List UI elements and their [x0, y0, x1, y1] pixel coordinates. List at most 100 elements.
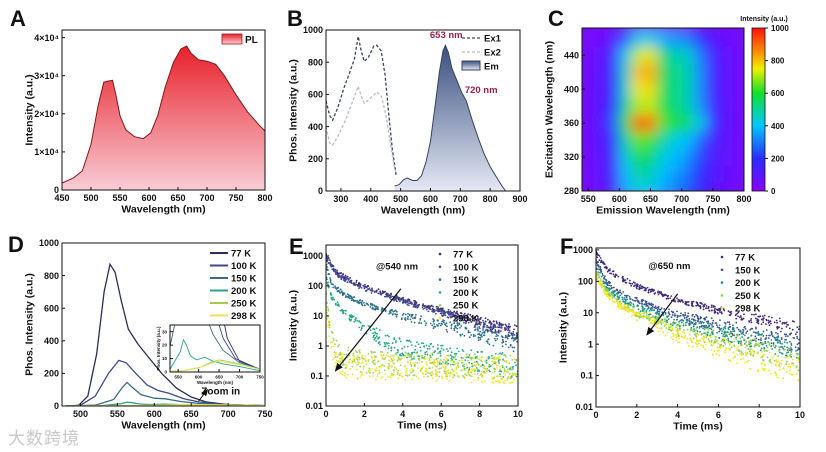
data-point — [469, 313, 472, 316]
data-point — [796, 331, 798, 334]
data-point — [763, 367, 766, 370]
data-point — [629, 301, 631, 304]
data-point — [496, 338, 499, 340]
data-point — [505, 359, 508, 362]
data-point — [379, 290, 381, 293]
data-point — [739, 352, 741, 355]
data-point — [710, 317, 713, 320]
data-point — [689, 337, 691, 340]
data-point — [384, 357, 387, 359]
data-point — [636, 287, 638, 290]
data-point — [463, 317, 466, 319]
data-point — [389, 376, 392, 379]
data-point — [513, 346, 516, 349]
data-point — [797, 379, 800, 382]
plot-area — [326, 252, 518, 385]
data-point — [444, 324, 447, 327]
data-point — [631, 282, 634, 285]
y-tick-label: 200 — [44, 369, 59, 379]
data-point — [452, 369, 455, 372]
data-point — [470, 357, 472, 359]
data-point — [342, 273, 344, 275]
data-point — [697, 320, 699, 323]
data-point — [447, 369, 450, 372]
data-point — [444, 360, 447, 363]
data-point — [476, 356, 479, 359]
data-point — [648, 310, 651, 312]
data-point — [478, 363, 480, 366]
data-point — [599, 284, 602, 287]
data-point — [755, 313, 757, 316]
heatmap-cell — [594, 165, 608, 184]
data-point — [476, 372, 479, 375]
data-point — [425, 322, 427, 325]
data-point — [667, 328, 670, 330]
data-point — [499, 326, 502, 329]
data-point — [753, 352, 755, 355]
data-point — [380, 293, 383, 296]
data-point — [510, 368, 513, 371]
data-point — [360, 362, 363, 365]
data-point — [641, 305, 643, 307]
data-point — [388, 342, 390, 344]
data-point — [456, 362, 458, 365]
colorbar-tick-label: 800 — [771, 57, 785, 66]
y-tick-label: 0.01 — [575, 402, 593, 412]
data-point — [407, 352, 410, 355]
data-point — [761, 362, 764, 365]
data-point — [712, 329, 715, 332]
data-point — [355, 279, 358, 282]
x-tick-label: 750 — [228, 193, 243, 203]
x-tick-label: 550 — [110, 409, 125, 419]
data-point — [491, 328, 494, 331]
data-point — [737, 328, 740, 331]
data-point — [428, 358, 431, 360]
data-point — [790, 351, 793, 353]
heatmap-cell — [656, 165, 670, 184]
data-point — [621, 298, 624, 301]
data-point — [481, 381, 483, 383]
data-point — [648, 313, 650, 316]
data-point — [775, 373, 778, 375]
data-point — [402, 301, 404, 304]
data-point — [441, 361, 444, 363]
data-point — [633, 299, 635, 302]
data-point — [718, 354, 721, 357]
data-point — [399, 354, 401, 356]
data-point — [474, 324, 476, 327]
data-point — [341, 373, 344, 376]
x-tick-label: 600 — [195, 375, 203, 380]
data-point — [451, 359, 454, 362]
data-point — [436, 361, 439, 363]
data-point — [488, 321, 491, 324]
data-point — [727, 310, 730, 313]
data-point — [347, 277, 350, 280]
data-point — [641, 316, 643, 319]
data-point — [784, 335, 787, 337]
data-point — [483, 330, 486, 333]
data-point — [456, 324, 459, 327]
heatmap-cell — [656, 182, 670, 191]
data-point — [374, 337, 376, 340]
data-point — [343, 292, 346, 295]
data-point — [446, 358, 448, 361]
data-point — [502, 359, 505, 362]
data-point — [610, 272, 613, 275]
data-point — [436, 324, 438, 326]
data-point — [342, 277, 345, 280]
data-point — [750, 321, 753, 324]
data-point — [446, 369, 449, 372]
data-point — [480, 335, 483, 338]
data-point — [779, 320, 782, 323]
data-point — [692, 313, 694, 316]
data-point — [693, 315, 696, 318]
data-point — [353, 356, 356, 359]
heatmap-cell — [706, 97, 720, 116]
data-point — [416, 362, 419, 364]
data-point — [411, 351, 414, 354]
y-tick-label: 1000 — [39, 238, 59, 248]
data-point — [737, 311, 740, 314]
data-point — [776, 321, 778, 324]
data-point — [730, 311, 733, 313]
data-point — [467, 359, 469, 362]
